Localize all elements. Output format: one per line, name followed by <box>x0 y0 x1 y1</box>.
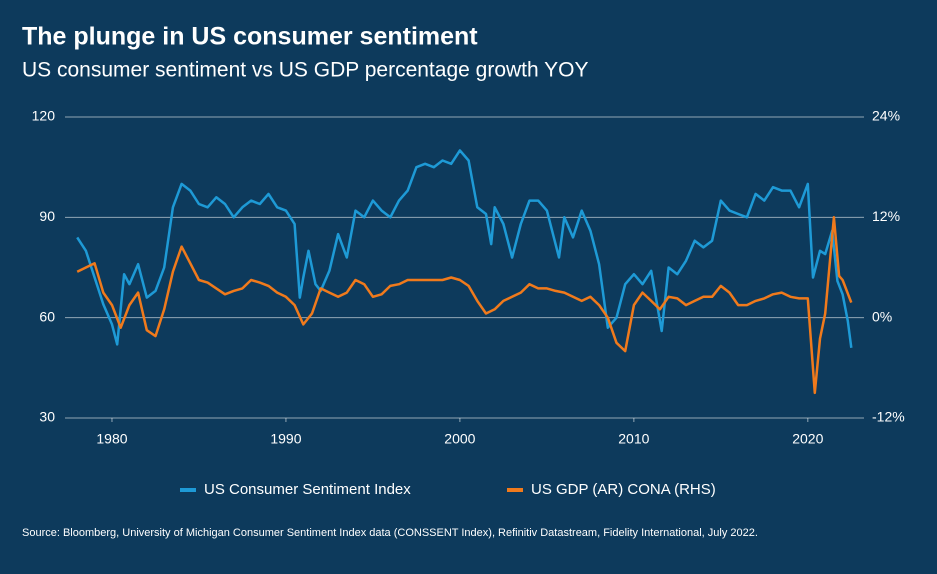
y-tick-label: 60 <box>39 308 55 324</box>
y2-tick-label: 12% <box>872 208 900 224</box>
y2-tick-label: 0% <box>872 308 892 324</box>
y2-tick-label: 24% <box>872 108 900 124</box>
x-tick-label: 2010 <box>618 431 649 447</box>
x-tick-label: 1980 <box>96 431 127 447</box>
series-line <box>76 149 853 348</box>
y-tick-label: 30 <box>39 409 55 425</box>
series-line <box>76 216 853 395</box>
legend-label: US Consumer Sentiment Index <box>204 481 411 498</box>
x-tick-label: 1990 <box>270 431 301 447</box>
y-tick-label: 90 <box>39 208 55 224</box>
chart-subtitle: US consumer sentiment vs US GDP percenta… <box>22 59 588 82</box>
y2-tick-label: -12% <box>872 409 905 425</box>
x-tick-label: 2000 <box>444 431 475 447</box>
x-tick-label: 2020 <box>792 431 823 447</box>
source-note: Source: Bloomberg, University of Michiga… <box>22 527 758 539</box>
legend-label: US GDP (AR) CONA (RHS) <box>531 481 716 498</box>
chart-title: The plunge in US consumer sentiment <box>22 23 478 51</box>
y-tick-label: 120 <box>32 108 56 124</box>
